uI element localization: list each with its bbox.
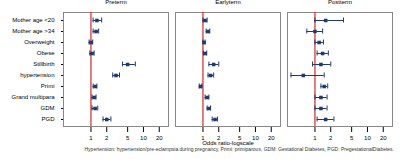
- svg-text:Obese: Obese: [37, 50, 55, 56]
- svg-text:GDM: GDM: [41, 105, 55, 111]
- svg-text:Overweight: Overweight: [24, 39, 55, 45]
- svg-text:1: 1: [201, 134, 205, 141]
- svg-text:Primi: Primi: [41, 83, 55, 89]
- svg-text:1: 1: [313, 135, 317, 141]
- html-text:Hypertension: hypertension/pre: Hypertension: hypertension/pre-eclampsia…: [84, 146, 394, 152]
- svg-text:5: 5: [126, 135, 130, 141]
- svg-text:10: 10: [252, 134, 259, 141]
- svg-text:20: 20: [156, 135, 163, 141]
- svg-text:Mother age >34: Mother age >34: [12, 28, 55, 34]
- svg-text:Preterm: Preterm: [105, 0, 126, 5]
- svg-text:20: 20: [268, 135, 275, 141]
- svg-text:hypertension: hypertension: [20, 72, 54, 78]
- svg-text:1: 1: [89, 135, 93, 141]
- svg-text:Postterm: Postterm: [328, 0, 352, 5]
- svg-text:2: 2: [217, 134, 221, 141]
- svg-text:5: 5: [238, 134, 242, 141]
- svg-text:20: 20: [380, 135, 387, 141]
- svg-text:Mother age <20: Mother age <20: [12, 17, 55, 23]
- svg-text:2: 2: [105, 135, 109, 141]
- svg-text:Odds ratio-logscale: Odds ratio-logscale: [202, 140, 254, 146]
- svg-text:Grand multipara: Grand multipara: [11, 94, 55, 100]
- svg-text:10: 10: [364, 135, 371, 141]
- svg-text:2: 2: [329, 135, 333, 141]
- svg-text:PGD: PGD: [41, 116, 55, 122]
- svg-text:5: 5: [350, 135, 354, 141]
- svg-text:10: 10: [140, 135, 147, 141]
- svg-text:Earlyterm: Earlyterm: [215, 0, 241, 5]
- svg-text:Stillbirth: Stillbirth: [33, 61, 54, 67]
